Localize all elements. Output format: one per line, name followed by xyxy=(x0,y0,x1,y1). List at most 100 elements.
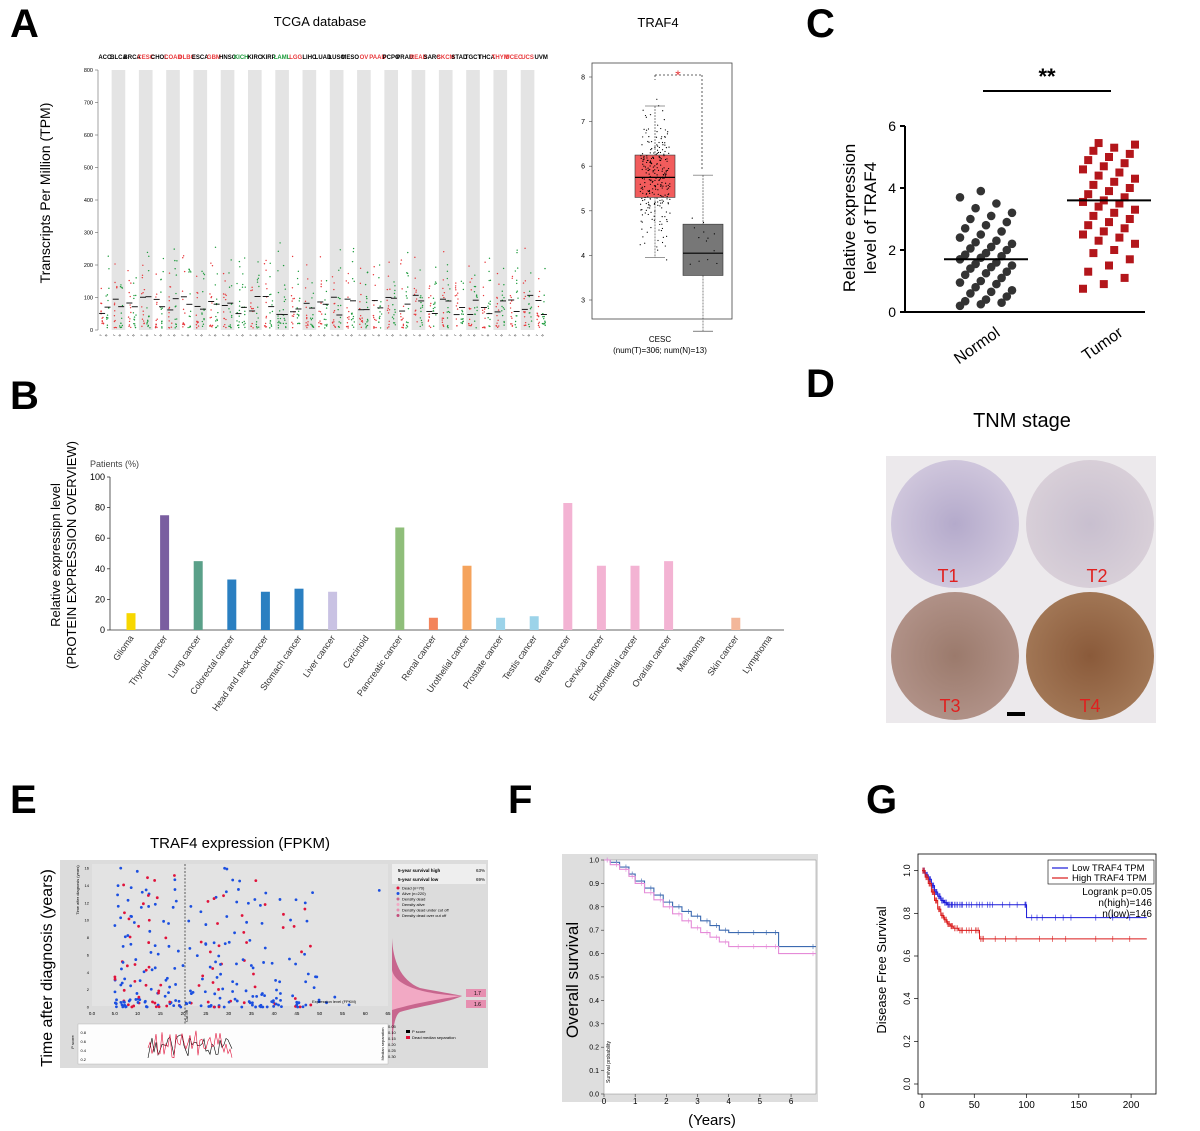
strip-point xyxy=(168,300,170,302)
c-point-normol xyxy=(992,279,1001,289)
strip-point xyxy=(189,270,191,272)
panel-f-inner-label: Survival probability xyxy=(606,1041,612,1083)
strip-point xyxy=(400,259,403,261)
strip-point xyxy=(372,314,375,317)
strip-point xyxy=(222,311,225,313)
legend-marker xyxy=(396,886,400,890)
bar xyxy=(294,588,304,630)
strip-point xyxy=(168,316,170,318)
strip-point xyxy=(266,288,268,290)
alive-point xyxy=(121,1004,125,1008)
alive-point xyxy=(222,1005,226,1009)
cancer-name-label: LUAD xyxy=(315,55,332,61)
strip-point xyxy=(457,292,459,294)
strip-point xyxy=(428,316,430,318)
strip-point xyxy=(538,295,540,298)
strip-point xyxy=(256,279,259,281)
strip-point xyxy=(189,310,192,313)
strip-point xyxy=(116,287,118,289)
f-y-tick-label: 0.2 xyxy=(589,1045,599,1052)
alive-point xyxy=(189,904,193,908)
alive-point xyxy=(119,916,123,920)
strip-point xyxy=(511,317,513,319)
strip-point xyxy=(184,312,186,314)
alive-point xyxy=(304,980,308,984)
strip-point xyxy=(244,313,246,316)
c-point-tumor xyxy=(1125,149,1134,158)
x-tick-label: T xyxy=(412,333,416,337)
panel-label-d: D xyxy=(806,362,835,406)
dead-point xyxy=(151,1000,154,1004)
strip-point xyxy=(100,287,102,290)
core-label-t4: T4 xyxy=(1079,696,1100,716)
tumor-point xyxy=(666,160,668,162)
bar xyxy=(630,565,640,630)
strip-point xyxy=(487,307,490,310)
core-t4 xyxy=(1026,592,1154,720)
strip-point xyxy=(359,323,361,326)
strip-point xyxy=(265,283,267,285)
strip-point xyxy=(256,281,259,283)
panel-g: Disease Free Survival 0 50 100 150 2000.00.2… xyxy=(874,853,1157,1111)
tumor-point xyxy=(648,204,650,206)
strip-point xyxy=(146,323,148,325)
tumor-point xyxy=(639,183,641,185)
panel-g-curves xyxy=(922,867,1147,942)
strip-point xyxy=(183,270,186,273)
strip-point xyxy=(239,266,241,268)
strip-point xyxy=(114,310,116,312)
strip-point xyxy=(415,309,417,311)
alive-point xyxy=(219,972,222,976)
panel-e-points xyxy=(113,866,381,1009)
alive-point xyxy=(126,934,130,937)
alive-point xyxy=(119,983,123,987)
panel-g-n-high: n(high)=146 xyxy=(1098,898,1152,909)
strip-point xyxy=(319,311,322,313)
strip-point xyxy=(304,287,307,289)
strip-point xyxy=(279,317,282,320)
c-point-tumor xyxy=(1125,184,1134,192)
c-point-normol xyxy=(997,227,1006,236)
strip-point xyxy=(432,325,435,327)
strip-point xyxy=(515,326,517,329)
alive-point xyxy=(187,919,191,923)
tumor-point xyxy=(640,157,642,159)
strip-point xyxy=(388,320,390,323)
tumor-point xyxy=(656,197,658,199)
bar xyxy=(126,613,136,630)
c-point-normol xyxy=(1007,239,1017,249)
alive-point xyxy=(306,972,310,976)
strip-point xyxy=(503,284,505,286)
normal-point xyxy=(716,262,718,265)
cancer-name-label: TGCT xyxy=(465,55,482,61)
strip-point xyxy=(405,327,407,329)
bar xyxy=(563,503,573,630)
strip-point xyxy=(238,305,241,307)
y-tick-label: 100 xyxy=(84,296,93,302)
panel-c: Relative expression level of TRAF4 0246 … xyxy=(840,64,1151,368)
strip-point xyxy=(182,326,184,328)
strip-point xyxy=(475,294,478,296)
tumor-point xyxy=(661,207,663,209)
dead-point xyxy=(146,894,150,897)
c-y-tick-label: 4 xyxy=(888,180,896,196)
strip-point xyxy=(269,320,272,322)
alive-point xyxy=(140,890,144,894)
strip-point xyxy=(222,272,225,275)
strip-point xyxy=(525,324,527,327)
strip-point xyxy=(264,324,266,327)
x-tick-label: T xyxy=(317,333,321,337)
strip-point xyxy=(214,284,217,286)
strip-point xyxy=(393,314,395,316)
strip-point xyxy=(201,313,203,315)
c-x-label: Normol xyxy=(951,324,1003,368)
strip-point xyxy=(511,324,514,327)
strip-point xyxy=(351,260,354,263)
tumor-point xyxy=(645,129,648,131)
strip-point xyxy=(339,249,341,251)
strip-point xyxy=(155,323,157,325)
panel-b-ylabel-1: Relative expressipn level xyxy=(48,483,63,627)
tumor-point xyxy=(649,207,651,209)
dead-point xyxy=(293,997,297,1000)
dead-point xyxy=(197,984,201,987)
